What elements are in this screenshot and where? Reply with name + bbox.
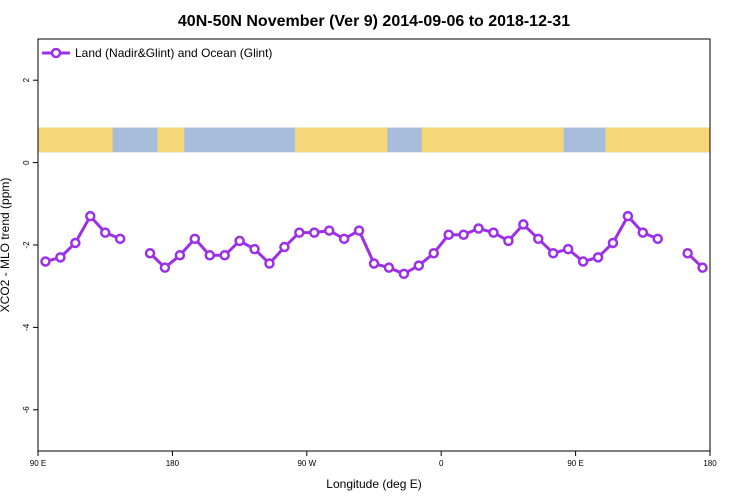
y-tick-label: -6 (22, 406, 31, 414)
data-point (383, 262, 395, 273)
data-point (40, 256, 51, 267)
data-point (607, 237, 619, 249)
data-point (85, 210, 96, 222)
data-point (697, 262, 708, 273)
series-layer (40, 210, 708, 280)
y-tick-label: -4 (22, 323, 31, 331)
data-point (488, 227, 499, 238)
land-ocean-map-strip (38, 127, 710, 153)
data-point (547, 247, 559, 259)
data-point (294, 227, 305, 238)
data-point (70, 237, 81, 249)
x-tick-label: 180 (703, 459, 717, 468)
data-point (159, 262, 171, 273)
data-point (264, 258, 275, 269)
data-point (368, 258, 380, 269)
y-tick-label: -2 (22, 241, 31, 249)
land-region (605, 127, 710, 153)
data-point (473, 223, 484, 234)
y-axis-label: XCO2 - MLO trend (ppm) (0, 178, 12, 313)
data-point (428, 247, 439, 259)
chart-title: 40N-50N November (Ver 9) 2014-09-06 to 2… (178, 13, 570, 30)
y-tick-label: 0 (22, 160, 31, 165)
data-point (577, 256, 589, 267)
data-point (114, 233, 126, 245)
data-point (413, 260, 425, 271)
land-region (294, 127, 388, 153)
data-point (353, 225, 365, 236)
land-region (38, 127, 113, 153)
data-point (458, 229, 469, 240)
data-point (279, 241, 290, 253)
data-point (637, 227, 649, 238)
data-point (55, 252, 66, 263)
x-tick-label: 90 E (30, 459, 46, 468)
data-point (592, 252, 604, 263)
data-point (204, 250, 215, 261)
y-tick-label: 2 (22, 77, 31, 82)
x-axis: 90 E 180 90 W 0 90 E 180 (30, 451, 717, 468)
data-point (562, 243, 574, 255)
legend[interactable]: Land (Nadir&Glint) and Ocean (Glint) (42, 46, 272, 60)
x-tick-label: 180 (166, 459, 180, 468)
data-point (533, 233, 544, 245)
data-point (174, 250, 186, 261)
data-point (398, 268, 410, 280)
data-point (652, 233, 663, 245)
data-point (518, 219, 529, 230)
legend-series-label: Land (Nadir&Glint) and Ocean (Glint) (75, 46, 272, 60)
data-point (234, 235, 245, 247)
data-point (338, 233, 350, 245)
data-point (682, 247, 693, 259)
legend-point-marker (50, 47, 62, 59)
x-tick-label: 90 E (567, 459, 583, 468)
data-point (309, 227, 320, 238)
x-tick-label: 0 (439, 459, 444, 468)
data-point (249, 243, 260, 255)
data-point (219, 250, 230, 261)
data-point (99, 227, 111, 238)
x-axis-label: Longitude (deg E) (326, 477, 421, 491)
land-region (421, 127, 564, 153)
data-point (144, 247, 156, 259)
data-point (622, 210, 634, 222)
land-region (157, 127, 185, 153)
data-point (189, 233, 201, 245)
data-point (443, 229, 454, 240)
y-axis: 2 0 -2 -4 -6 (22, 77, 38, 413)
x-tick-label: 90 W (297, 459, 316, 468)
data-point (503, 235, 514, 247)
data-point (323, 225, 335, 236)
